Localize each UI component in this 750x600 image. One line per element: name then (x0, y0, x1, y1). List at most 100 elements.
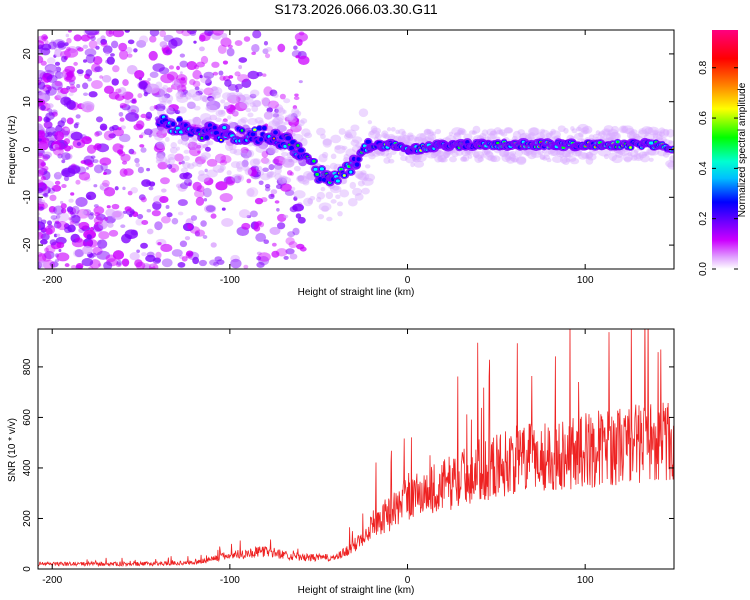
heatmap-cell (641, 126, 653, 135)
heatmap-cell (258, 170, 265, 176)
heatmap-cell (361, 177, 374, 186)
heatmap-cell (194, 142, 204, 151)
heatmap-cell (137, 166, 145, 174)
heatmap-cell (38, 91, 46, 99)
heatmap-cell (184, 236, 191, 241)
heatmap-cell (368, 129, 381, 139)
heatmap-cell (516, 156, 527, 164)
heatmap-cell (585, 156, 594, 165)
heatmap-cell (128, 213, 133, 218)
heatmap-cell (203, 71, 215, 79)
heatmap-cell (83, 92, 89, 96)
heatmap-cell (146, 228, 154, 235)
heatmap-cell (70, 192, 75, 196)
heatmap-cell (352, 187, 363, 196)
heatmap-cell (341, 145, 348, 150)
heatmap-cell (194, 230, 201, 237)
heatmap-cell (621, 125, 634, 134)
heatmap-cell (297, 148, 305, 153)
heatmap-cell (124, 30, 130, 33)
heatmap-cell (527, 132, 537, 141)
heatmap-cell (595, 130, 601, 136)
heatmap-cell (166, 71, 179, 81)
heatmap-cell (263, 102, 272, 108)
heatmap-cell (284, 120, 290, 125)
heatmap-cell (100, 42, 108, 47)
heatmap-cell (230, 254, 240, 263)
heatmap-cell (112, 65, 120, 73)
heatmap-cell (666, 128, 674, 138)
heatmap-cell (272, 137, 276, 140)
heatmap-cell (185, 142, 193, 148)
heatmap-cell (306, 173, 314, 181)
heatmap-cell (252, 100, 262, 108)
heatmap-cell (81, 210, 88, 215)
heatmap-cell (236, 166, 243, 172)
heatmap-cell (131, 151, 137, 155)
heatmap-cell (630, 129, 638, 135)
heatmap-cell (73, 61, 78, 66)
heatmap-cell (60, 87, 69, 94)
heatmap-cell (350, 139, 360, 147)
heatmap-cell (222, 118, 228, 123)
heatmap-cell (54, 80, 63, 87)
heatmap-cell (287, 231, 295, 238)
heatmap-cell (121, 160, 128, 165)
heatmap-cell (112, 250, 125, 260)
heatmap-cell (558, 150, 565, 155)
heatmap-cell (253, 128, 257, 131)
heatmap-cell (483, 149, 491, 156)
heatmap-cell (274, 200, 280, 204)
heatmap-cell (178, 161, 182, 165)
heatmap-cell (318, 153, 328, 163)
heatmap-cell (217, 168, 224, 173)
heatmap-cell (305, 172, 315, 181)
heatmap-cell (276, 114, 285, 122)
heatmap-cell (54, 142, 65, 151)
heatmap-cell (251, 44, 260, 53)
heatmap-cell (97, 239, 108, 249)
heatmap-cell (401, 130, 407, 137)
heatmap-cell (319, 167, 325, 171)
heatmap-cell (330, 153, 337, 160)
heatmap-cell (354, 162, 360, 167)
heatmap-cell (268, 193, 275, 200)
heatmap-cell (270, 189, 278, 195)
heatmap-cell (45, 133, 58, 142)
heatmap-cell (271, 111, 277, 118)
heatmap-cell (44, 247, 49, 253)
heatmap-cell (217, 110, 224, 116)
heatmap-cell (390, 127, 396, 132)
heatmap-cell (166, 212, 173, 218)
heatmap-cell (206, 169, 218, 178)
heatmap-cell (627, 151, 633, 157)
heatmap-cell (60, 73, 67, 79)
heatmap-cell (38, 81, 46, 90)
heatmap-cell (54, 131, 65, 141)
heatmap-cell (512, 130, 522, 140)
heatmap-cell (622, 153, 634, 162)
heatmap-cell (429, 131, 435, 137)
heatmap-cell (262, 125, 267, 131)
heatmap-cell (41, 165, 49, 172)
heatmap-cell (131, 97, 137, 102)
heatmap-cell (185, 92, 193, 100)
heatmap-cell (326, 216, 333, 222)
heatmap-cell (516, 156, 527, 166)
heatmap-cell (386, 152, 392, 159)
heatmap-cell (371, 127, 382, 135)
heatmap-cell (268, 164, 275, 171)
heatmap-cell (107, 222, 114, 228)
heatmap-cell (82, 82, 89, 90)
heatmap-cell (42, 252, 52, 262)
heatmap-cell (44, 250, 55, 260)
heatmap-cell (580, 127, 590, 134)
heatmap-cell (419, 133, 427, 141)
heatmap-cell (199, 32, 211, 42)
heatmap-cell (256, 261, 265, 268)
heatmap-cell (205, 97, 215, 105)
heatmap-cell (140, 113, 147, 119)
heatmap-cell (221, 207, 226, 211)
heatmap-cell (299, 246, 307, 252)
